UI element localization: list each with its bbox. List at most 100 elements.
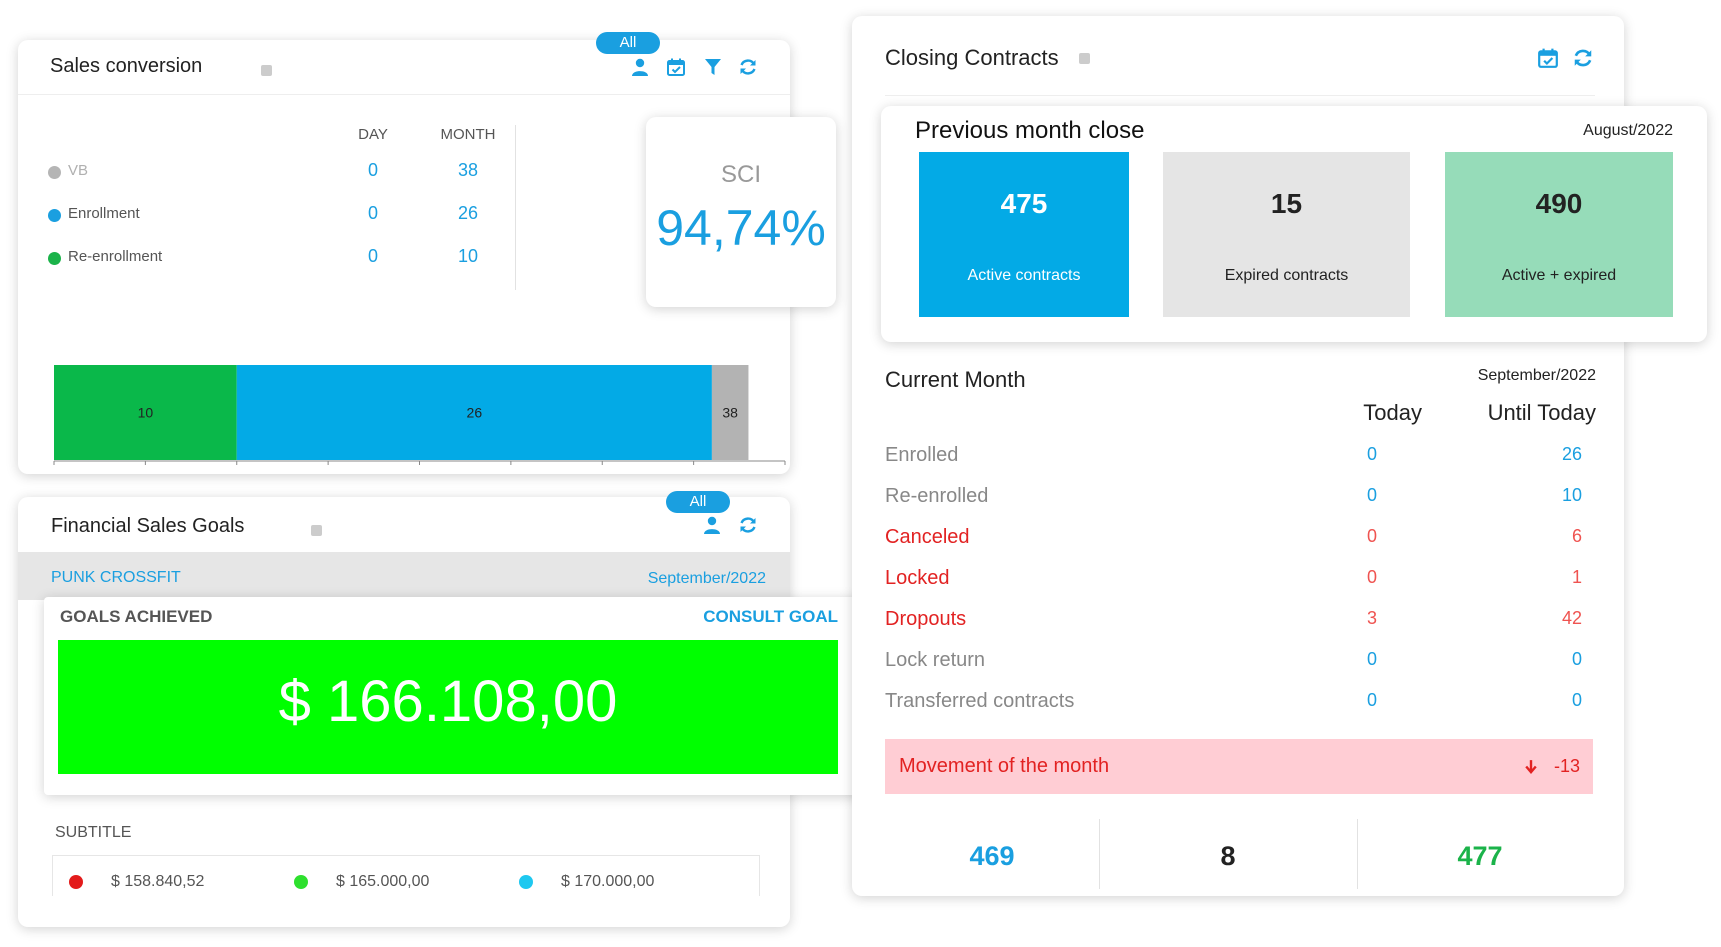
expand-icon[interactable] <box>1079 53 1090 64</box>
user-icon[interactable] <box>630 57 650 77</box>
company-name[interactable]: PUNK CROSSFIT <box>51 569 181 586</box>
contract-row-label: Transferred contracts <box>885 690 1075 712</box>
financial-goals-title: Financial Sales Goals <box>51 515 245 537</box>
refresh-icon[interactable] <box>1572 47 1594 69</box>
total-active: 469 <box>969 841 1015 871</box>
filter-icon[interactable] <box>703 57 723 77</box>
legend-box <box>52 855 760 896</box>
contract-row-until: 0 <box>1571 690 1582 710</box>
col-divider <box>515 125 516 290</box>
totals-divider <box>1357 819 1358 889</box>
legend-dot <box>519 875 533 889</box>
current-month-period: September/2022 <box>1477 367 1596 384</box>
bar-segment-label: 38 <box>722 405 738 421</box>
col-today-header: Today <box>1363 400 1422 425</box>
subtitle-label: SUBTITLE <box>55 824 132 841</box>
contract-row-today: 0 <box>1366 649 1377 669</box>
expand-icon[interactable] <box>261 65 272 76</box>
contract-row-label: Re-enrolled <box>885 485 989 507</box>
totals-divider <box>1099 819 1100 889</box>
total-expired: 8 <box>1220 841 1236 871</box>
row-label: VB <box>68 162 89 179</box>
stacked-bar-chart: 1026380510152025303540 <box>53 365 786 465</box>
contract-row-today: 0 <box>1366 690 1377 710</box>
combined-contracts-box <box>1445 152 1673 317</box>
legend-value: $ 158.840,52 <box>111 873 205 890</box>
contract-row-today: 0 <box>1366 567 1377 587</box>
contract-row-until: 42 <box>1561 608 1582 628</box>
row-day-value: 0 <box>367 203 378 223</box>
movement-value: -13 <box>1553 756 1580 776</box>
goal-amount-panel <box>58 640 838 774</box>
col-month-header: MONTH <box>440 126 496 143</box>
contract-row-today: 0 <box>1366 444 1377 464</box>
expand-icon[interactable] <box>311 525 322 536</box>
filter-all-pill[interactable]: All <box>596 32 660 54</box>
previous-month-card: Previous month close August/2022 475 Act… <box>881 106 1707 342</box>
contract-row-label: Locked <box>885 567 950 589</box>
previous-month-period: August/2022 <box>1583 122 1673 139</box>
row-month-value: 26 <box>457 203 479 223</box>
contract-row-today: 0 <box>1366 526 1377 546</box>
row-label: Re-enrollment <box>68 248 163 265</box>
calendar-icon[interactable] <box>666 57 686 77</box>
legend-dot <box>48 166 61 179</box>
previous-month-title: Previous month close <box>915 117 1145 144</box>
active-contracts-value: 475 <box>1000 188 1048 219</box>
contract-row-until: 1 <box>1571 567 1582 587</box>
contract-row-until: 10 <box>1561 485 1582 505</box>
contract-row-label: Canceled <box>885 526 970 548</box>
legend-dot <box>48 209 61 222</box>
sci-label: SCI <box>720 161 761 188</box>
contract-row-label: Enrolled <box>885 444 959 466</box>
contract-row-today: 0 <box>1366 485 1377 505</box>
goal-amount: $ 166.108,00 <box>278 669 618 734</box>
refresh-icon[interactable] <box>738 57 758 77</box>
row-month-value: 38 <box>457 160 479 180</box>
legend-dot <box>48 252 61 265</box>
calendar-icon[interactable] <box>1537 47 1559 69</box>
active-contracts-label: Active contracts <box>967 267 1081 284</box>
refresh-icon[interactable] <box>738 515 758 535</box>
header-divider <box>885 95 1595 96</box>
current-month-title: Current Month <box>885 367 1026 392</box>
movement-label: Movement of the month <box>899 755 1110 777</box>
consult-goal-link[interactable]: CONSULT GOAL <box>703 607 838 626</box>
header-divider <box>18 94 790 95</box>
row-label: Enrollment <box>68 205 140 222</box>
row-month-value: 10 <box>457 246 479 266</box>
total-combined: 477 <box>1457 841 1503 871</box>
col-until-header: Until Today <box>1487 400 1596 425</box>
user-icon[interactable] <box>702 515 722 535</box>
company-bar <box>18 552 790 600</box>
contract-row-today: 3 <box>1366 608 1377 628</box>
legend-dot <box>294 875 308 889</box>
contract-row-until: 6 <box>1571 526 1582 546</box>
bar-segment-label: 26 <box>467 405 483 421</box>
combined-contracts-value: 490 <box>1535 188 1583 219</box>
sci-value: 94,74% <box>656 200 826 256</box>
expired-contracts-value: 15 <box>1270 188 1303 219</box>
active-contracts-box <box>919 152 1129 317</box>
combined-contracts-label: Active + expired <box>1501 267 1617 284</box>
contract-row-label: Dropouts <box>885 608 967 630</box>
expired-contracts-box <box>1163 152 1410 317</box>
bar-segment <box>236 365 712 460</box>
row-day-value: 0 <box>367 246 378 266</box>
bar-segment <box>711 365 749 460</box>
sales-conversion-title: Sales conversion <box>50 55 203 77</box>
goals-achieved-label: GOALS ACHIEVED <box>60 607 213 626</box>
contract-row-until: 26 <box>1561 444 1582 464</box>
contract-row-until: 0 <box>1571 649 1582 669</box>
row-day-value: 0 <box>367 160 378 180</box>
legend-value: $ 170.000,00 <box>561 873 655 890</box>
movement-bar <box>885 739 1593 794</box>
bar-segment-label: 10 <box>138 405 154 421</box>
filter-all-pill[interactable]: All <box>666 491 730 513</box>
contract-row-label: Lock return <box>885 649 986 671</box>
bar-segment <box>54 365 237 460</box>
closing-contracts-title: Closing Contracts <box>885 45 1059 70</box>
col-day-header: DAY <box>358 126 388 143</box>
sci-card: SCI 94,74% <box>646 117 836 307</box>
arrow-down-icon <box>1523 758 1539 775</box>
